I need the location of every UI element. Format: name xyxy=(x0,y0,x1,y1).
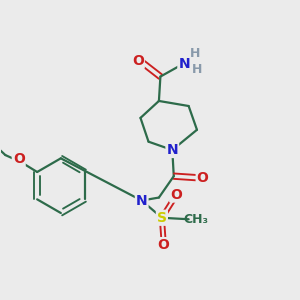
Text: O: O xyxy=(157,238,169,252)
Text: N: N xyxy=(178,57,190,71)
Text: N: N xyxy=(167,143,178,157)
Text: CH₃: CH₃ xyxy=(184,213,208,226)
Text: S: S xyxy=(157,211,167,225)
Text: O: O xyxy=(13,152,25,166)
Text: H: H xyxy=(190,47,200,61)
Text: O: O xyxy=(197,171,208,184)
Text: O: O xyxy=(132,54,144,68)
Text: H: H xyxy=(192,63,202,76)
Text: N: N xyxy=(136,194,148,208)
Text: O: O xyxy=(170,188,182,202)
